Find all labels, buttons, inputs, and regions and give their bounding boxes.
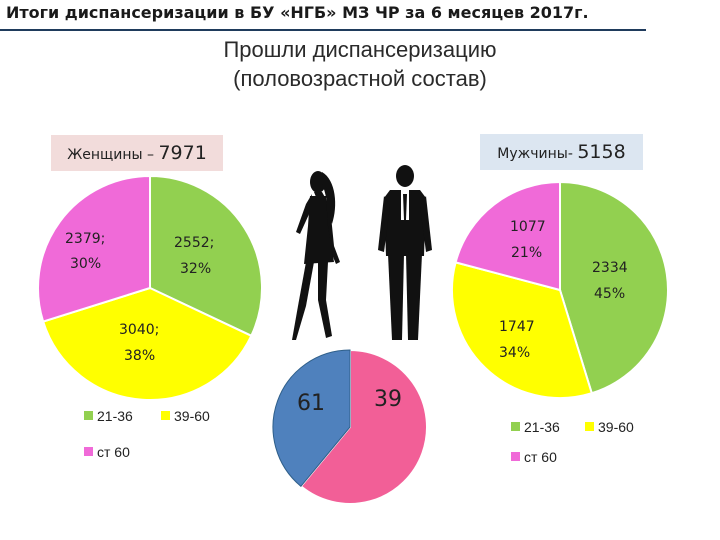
men-total-value: 5158 (577, 141, 626, 163)
woman-silhouette-icon (292, 171, 340, 340)
gender-pie (272, 348, 428, 505)
women-slice-ст-60 (37, 174, 151, 323)
legend-swatch (511, 452, 520, 461)
women-slice-label-value: 2552; (174, 235, 214, 251)
legend-label: 39-60 (174, 408, 210, 424)
header-title: Итоги диспансеризации в БУ «НГБ» МЗ ЧР з… (6, 3, 589, 22)
main-title-line1: Прошли диспансеризацию (223, 37, 497, 62)
women-slice-label-percent: 30% (70, 256, 101, 272)
men-slice-39-60 (451, 261, 594, 399)
legend-swatch (511, 422, 520, 431)
men-legend-item: ст 60 (511, 449, 557, 465)
man-silhouette-icon (378, 165, 432, 340)
women-total-label: Женщины – (67, 147, 159, 163)
women-age-pie (37, 174, 263, 401)
men-slice-21-36 (559, 180, 669, 395)
women-legend-item: 21-36 (84, 408, 133, 424)
men-age-pie (451, 180, 669, 399)
legend-label: ст 60 (524, 449, 557, 465)
legend-swatch (84, 447, 93, 456)
legend-label: 21-36 (524, 419, 560, 435)
main-title-line2: (половозрастной состав) (233, 66, 487, 91)
women-slice-39-60 (41, 286, 253, 401)
legend-swatch (161, 411, 170, 420)
gender-slice-label-women: 61 (297, 391, 325, 416)
men-slice-label-value: 1747 (499, 319, 535, 335)
women-slice-21-36 (149, 174, 263, 338)
legend-swatch (585, 422, 594, 431)
women-slice-label-value: 3040; (119, 322, 159, 338)
legend-swatch (84, 411, 93, 420)
women-legend-item: ст 60 (84, 444, 130, 460)
men-slice-ст-60 (454, 180, 561, 292)
women-slice-label-percent: 32% (180, 261, 211, 277)
men-slice-label-value: 2334 (592, 260, 628, 276)
women-total-box: Женщины – 7971 (51, 135, 223, 171)
men-total-label: Мужчины- (497, 146, 578, 162)
women-total-value: 7971 (158, 142, 207, 164)
men-slice-label-percent: 45% (594, 286, 625, 302)
men-legend-item: 21-36 (511, 419, 560, 435)
gender-slice-label-men: 39 (374, 387, 402, 412)
header-divider (0, 29, 646, 31)
women-slice-label-value: 2379; (65, 231, 105, 247)
legend-label: ст 60 (97, 444, 130, 460)
women-slice-label-percent: 38% (124, 348, 155, 364)
men-total-box: Мужчины- 5158 (480, 134, 643, 170)
men-slice-label-percent: 21% (511, 245, 542, 261)
gender-slice-men (272, 349, 351, 488)
gender-slice-women (299, 348, 428, 505)
men-slice-label-value: 1077 (510, 219, 546, 235)
legend-label: 39-60 (598, 419, 634, 435)
women-legend-item: 39-60 (161, 408, 210, 424)
men-slice-label-percent: 34% (499, 345, 530, 361)
men-legend-item: 39-60 (585, 419, 634, 435)
legend-label: 21-36 (97, 408, 133, 424)
